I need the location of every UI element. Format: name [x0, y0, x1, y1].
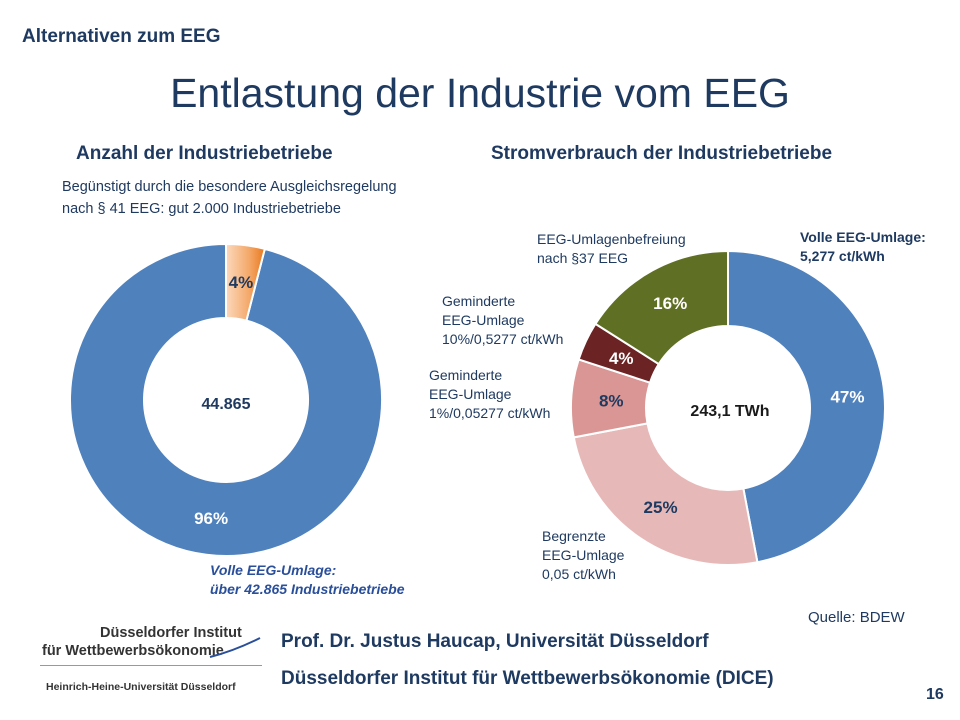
befreiung-line-2: nach §37 EEG [537, 250, 629, 266]
left-value-label-1: 4% [229, 273, 254, 292]
left-value-label-0: 96% [194, 509, 228, 528]
dice-logo: Düsseldorfer Institut für Wettbewerbsöko… [40, 621, 262, 701]
left-donut-chart: 96% 4% [69, 242, 383, 557]
volle-line-2: 5,277 ct/kWh [800, 248, 885, 264]
begrenzt-line-3: 0,05 ct/kWh [542, 566, 616, 582]
gemindert-1-annotation: Geminderte EEG-Umlage 1%/0,05277 ct/kWh [429, 366, 550, 423]
left-bottom-line-2: über 42.865 Industriebetriebe [210, 581, 405, 597]
gem10-line-1: Geminderte [442, 293, 516, 309]
right-value-label-0: 47% [830, 388, 864, 407]
volle-line-1: Volle EEG-Umlage: [800, 229, 926, 245]
right-value-label-2: 8% [599, 392, 624, 411]
begrenzt-line-1: Begrenzte [542, 528, 606, 544]
gem1-line-1: Geminderte [429, 367, 503, 383]
logo-line-1: Düsseldorfer Institut [100, 625, 242, 641]
begrenzt-line-2: EEG-Umlage [542, 547, 625, 563]
note-line-2: nach § 41 EEG: gut 2.000 Industriebetrie… [62, 201, 341, 217]
right-donut-center-label: 243,1 TWh [690, 403, 769, 420]
source-note: Quelle: BDEW [808, 609, 905, 626]
befreiung-line-1: EEG-Umlagenbefreiung [537, 231, 686, 247]
right-chart-title: Stromverbrauch der Industriebetriebe [491, 143, 833, 164]
note-line-1: Begünstigt durch die besondere Ausgleich… [62, 179, 397, 195]
gem10-line-3: 10%/0,5277 ct/kWh [442, 331, 564, 347]
left-chart-title: Anzahl der Industriebetriebe [76, 143, 333, 164]
left-bottom-line-1: Volle EEG-Umlage: [210, 562, 337, 578]
left-donut-center-label: 44.865 [202, 396, 251, 413]
logo-line-3: Heinrich-Heine-Universität Düsseldorf [46, 681, 236, 693]
beguenstigt-note: Begünstigt durch die besondere Ausgleich… [62, 176, 502, 220]
right-slice-0 [727, 249, 886, 564]
left-bottom-annotation: Volle EEG-Umlage: über 42.865 Industrieb… [210, 561, 405, 599]
gemindert-10-annotation: Geminderte EEG-Umlage 10%/0,5277 ct/kWh [442, 292, 563, 349]
gem1-line-2: EEG-Umlage [429, 386, 512, 402]
page-number: 16 [926, 686, 944, 703]
logo-divider [40, 665, 262, 666]
gem10-line-2: EEG-Umlage [442, 312, 525, 328]
right-slice-4 [594, 249, 729, 366]
logo-line-2: für Wettbewerbsökonomie [42, 643, 224, 659]
volle-annotation: Volle EEG-Umlage: 5,277 ct/kWh [800, 228, 926, 266]
logo-swoosh-icon [209, 637, 261, 658]
left-slice-1 [225, 242, 267, 322]
befreiung-annotation: EEG-Umlagenbefreiung nach §37 EEG [537, 230, 686, 268]
right-value-label-3: 4% [609, 349, 634, 368]
footer-author: Prof. Dr. Justus Haucap, Universität Düs… [281, 631, 709, 652]
section-kicker: Alternativen zum EEG [22, 26, 221, 47]
gem1-line-3: 1%/0,05277 ct/kWh [429, 405, 551, 421]
left-slice-0 [69, 242, 383, 557]
begrenzt-annotation: Begrenzte EEG-Umlage 0,05 ct/kWh [542, 527, 624, 584]
right-value-label-1: 25% [644, 498, 678, 517]
right-value-label-4: 16% [653, 294, 687, 313]
footer-institute: Düsseldorfer Institut für Wettbewerbsöko… [281, 668, 774, 689]
right-donut-chart: 47% 25% 8% 4% 16% [570, 249, 886, 566]
page-title: Entlastung der Industrie vom EEG [170, 70, 790, 116]
right-slice-1 [572, 422, 759, 566]
